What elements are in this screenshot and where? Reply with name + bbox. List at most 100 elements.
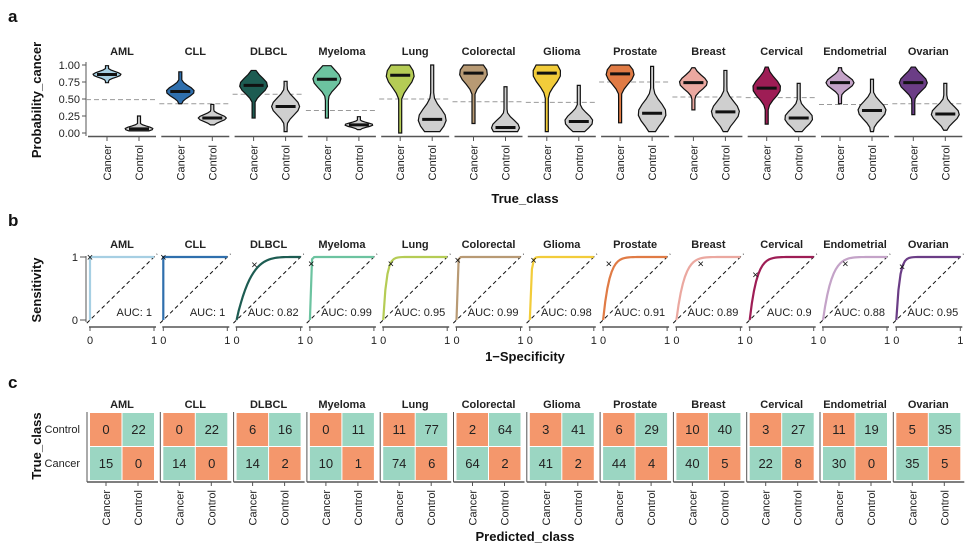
- panel-label-a: a: [8, 7, 18, 26]
- x-tick-label: Control: [133, 490, 145, 525]
- x-tick-label: Control: [574, 145, 586, 180]
- operating-point-marker: ×: [842, 258, 848, 270]
- confusion-cell: [896, 447, 928, 480]
- cell-count: 6: [428, 456, 435, 471]
- y-tick-label: Control: [45, 424, 80, 436]
- confusion-cell: [603, 413, 635, 446]
- x-tick-label: Control: [426, 490, 438, 525]
- roc-panel-dlbcl: DLBCL 0 1 × AUC: 0.82: [233, 239, 305, 347]
- confusion-matrix-cervical: Cervical 3 27 22 8 Cancer Control: [746, 399, 818, 526]
- cell-count: 11: [392, 422, 406, 437]
- operating-point-marker: ×: [530, 255, 536, 267]
- panel-title: Lung: [402, 46, 429, 58]
- x-tick-label: 0: [600, 335, 606, 347]
- x-tick-label: Cancer: [615, 145, 627, 181]
- confusion-cell: [562, 413, 594, 446]
- confusion-cell: [676, 447, 708, 480]
- cell-count: 19: [864, 422, 878, 437]
- cell-count: 27: [791, 422, 805, 437]
- cancer-violin: [385, 64, 415, 134]
- x-tick-label: Cancer: [761, 490, 773, 526]
- cell-count: 11: [352, 422, 366, 437]
- panel-title: Prostate: [613, 399, 657, 411]
- panel-title: Myeloma: [318, 399, 366, 411]
- diagonal-reference-line: [306, 253, 378, 324]
- x-tick-label: 1: [811, 335, 817, 347]
- violin-panel-breast: Breast Cancer Control: [672, 46, 745, 180]
- cell-count: 16: [278, 422, 292, 437]
- panel-title: Endometrial: [823, 46, 887, 58]
- violin-panel-ovarian: Ovarian Cancer Control: [892, 46, 965, 181]
- panel-title: Endometrial: [823, 399, 887, 411]
- confusion-cell: [823, 413, 855, 446]
- panel-title: AML: [110, 399, 134, 411]
- x-tick-label: Control: [206, 490, 218, 525]
- cancer-violin: [825, 67, 855, 105]
- panel-title: Myeloma: [318, 46, 366, 58]
- panel-title: Colorectal: [462, 399, 516, 411]
- confusion-cell: [90, 447, 122, 480]
- x-tick-label: Cancer: [101, 490, 113, 526]
- x-tick-label: Cancer: [908, 145, 920, 181]
- violin-panel-myeloma: Myeloma Cancer Control: [305, 46, 378, 180]
- cell-count: 10: [319, 456, 333, 471]
- cell-count: 22: [758, 456, 772, 471]
- x-tick-label: 1: [591, 335, 597, 347]
- x-tick-label: 1: [298, 335, 304, 347]
- cell-count: 14: [245, 456, 259, 471]
- confusion-cell: [456, 447, 488, 480]
- roc-curve: [235, 255, 301, 321]
- violin-panel-cll: CLL Cancer Control: [159, 46, 232, 180]
- x-tick-label: Cancer: [321, 490, 333, 526]
- cell-count: 5: [721, 456, 728, 471]
- roc-panel-aml: AML 0 1 × AUC: 1: [86, 239, 158, 347]
- auc-label: AUC: 0.9: [767, 307, 812, 319]
- cell-count: 0: [135, 456, 142, 471]
- panel-title: Breast: [691, 399, 726, 411]
- roc-panel-breast: Breast 0 1 × AUC: 0.89: [672, 239, 744, 347]
- auc-label: AUC: 1: [190, 307, 225, 319]
- panel-title: Glioma: [543, 399, 581, 411]
- x-tick-label: Control: [207, 145, 219, 180]
- x-tick-label: 1: [517, 335, 523, 347]
- cell-count: 74: [392, 456, 406, 471]
- confusion-cell: [603, 447, 635, 480]
- cell-count: 40: [685, 456, 699, 471]
- confusion-cell: [195, 447, 228, 480]
- cell-count: 5: [941, 456, 948, 471]
- panel-title: Glioma: [543, 46, 581, 58]
- panel-title: Cervical: [760, 399, 803, 411]
- panel-title: AML: [110, 46, 134, 58]
- confusion-cell: [163, 413, 195, 446]
- x-tick-label: 1: [444, 335, 450, 347]
- auc-label: AUC: 1: [117, 307, 152, 319]
- violin-panel-colorectal: Colorectal Cancer Control: [452, 46, 525, 181]
- violin-panel-dlbcl: DLBCL Cancer Control: [232, 46, 305, 180]
- cell-count: 41: [539, 456, 553, 471]
- auc-label: AUC: 0.99: [468, 307, 519, 319]
- confusion-cell: [309, 447, 342, 480]
- diagonal-reference-line: [86, 253, 158, 324]
- diagonal-reference-line: [599, 253, 671, 324]
- x-tick-label: Cancer: [468, 490, 480, 526]
- panel-title: Cervical: [760, 46, 803, 58]
- x-tick-label: Control: [501, 145, 513, 180]
- x-tick-label: 1: [224, 335, 230, 347]
- panel-label-c: c: [8, 373, 17, 392]
- x-tick-label: Control: [647, 145, 659, 180]
- confusion-cell: [342, 413, 374, 446]
- roc-curve: [602, 255, 668, 321]
- confusion-cell: [489, 413, 521, 446]
- confusion-cell: [489, 447, 521, 480]
- x-tick-label: Control: [646, 490, 658, 525]
- confusion-cell: [383, 447, 415, 480]
- panel-title: Colorectal: [462, 239, 516, 251]
- x-axis-label-c: Predicted_class: [475, 529, 574, 544]
- cell-count: 8: [795, 456, 802, 471]
- cell-count: 29: [644, 422, 658, 437]
- x-tick-label: Cancer: [469, 145, 481, 181]
- operating-point-marker: ×: [752, 270, 758, 282]
- cell-count: 0: [176, 422, 183, 437]
